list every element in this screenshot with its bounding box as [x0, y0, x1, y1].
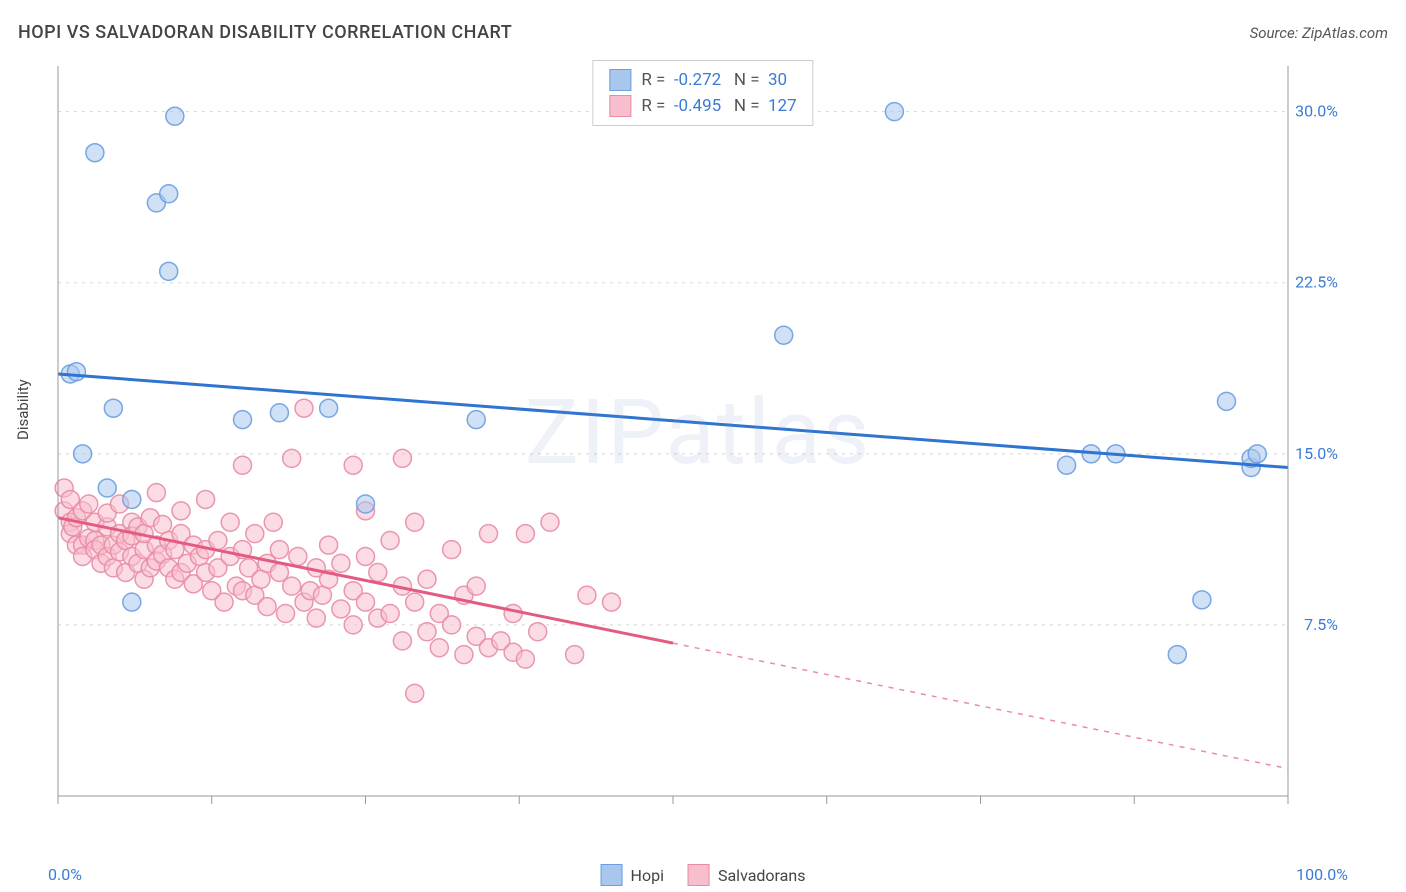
legend-swatch — [609, 95, 631, 117]
legend-stat-text: R = -0.495 N = 127 — [641, 93, 796, 119]
legend-label: Hopi — [631, 866, 664, 885]
plot-area: ZIPatlas 7.5%15.0%22.5%30.0% — [48, 56, 1348, 826]
source-label: Source: ZipAtlas.com — [1250, 24, 1388, 42]
svg-text:22.5%: 22.5% — [1295, 273, 1338, 292]
legend-stat-row: R = -0.272 N = 30 — [609, 67, 796, 93]
legend-stat-text: R = -0.272 N = 30 — [641, 67, 787, 93]
scatter-chart: 7.5% 15.0% 22.5% 30.0% — [48, 56, 1348, 826]
correlation-legend: R = -0.272 N = 30R = -0.495 N = 127 — [592, 60, 813, 126]
svg-text:30.0%: 30.0% — [1295, 102, 1338, 121]
legend-swatch — [688, 864, 710, 886]
legend-swatch — [601, 864, 623, 886]
svg-text:15.0%: 15.0% — [1295, 444, 1338, 463]
legend-item: Salvadorans — [688, 864, 805, 886]
svg-text:7.5%: 7.5% — [1304, 615, 1338, 634]
legend-label: Salvadorans — [718, 866, 805, 885]
legend-stat-row: R = -0.495 N = 127 — [609, 93, 796, 119]
y-axis-label: Disability — [14, 379, 32, 440]
x-axis-min-label: 0.0% — [48, 865, 82, 884]
chart-title: HOPI VS SALVADORAN DISABILITY CORRELATIO… — [18, 22, 512, 43]
x-axis-max-label: 100.0% — [1296, 865, 1348, 884]
series-legend: Hopi Salvadorans — [601, 864, 806, 886]
legend-swatch — [609, 69, 631, 91]
legend-item: Hopi — [601, 864, 664, 886]
